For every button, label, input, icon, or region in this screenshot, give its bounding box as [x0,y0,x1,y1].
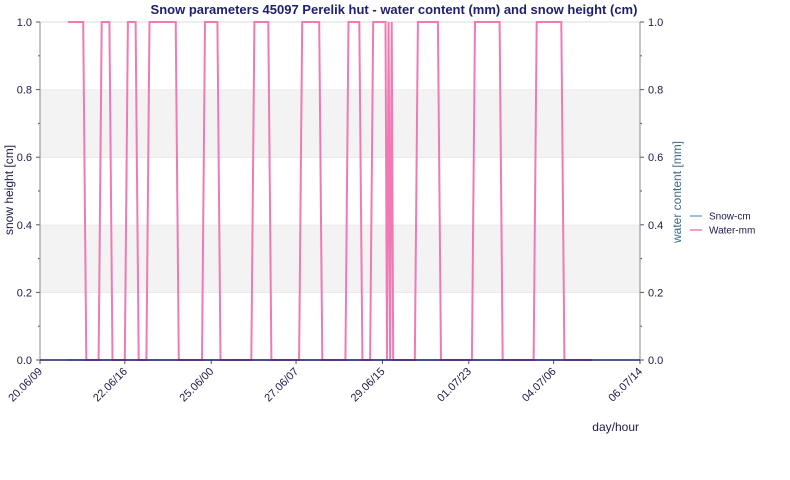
x-axis-label: day/hour [592,420,639,434]
legend-entry: Snow-cm [709,212,751,223]
x-tick-label: 04.07/06 [520,366,559,405]
grid-band [40,89,640,158]
y-tick-label: 0.4 [17,220,32,232]
x-tick-label: 20.06/09 [6,366,45,405]
chart-title: Snow parameters 45097 Perelik hut - wate… [151,2,638,17]
legend-entry: Water-mm [709,226,755,237]
legend: Snow-cm Water-mm [690,212,755,237]
x-tick-label: 22.06/16 [91,366,130,405]
y2-axis-label: water content [mm] [670,141,684,244]
grid-band [40,224,640,293]
y2-tick-label: 0.4 [648,220,663,232]
x-tick-label: 06.07/14 [606,366,645,405]
y-tick-label: 0.8 [17,85,32,97]
y2-tick-label: 1.0 [648,17,663,29]
y2-tick-label: 0.8 [648,85,663,97]
y-tick-label: 0.0 [17,355,32,367]
y-axis-label: snow height [cm] [2,145,16,235]
x-tick-label: 27.06/07 [262,366,301,405]
y2-tick-label: 0.0 [648,355,663,367]
y2-tick-label: 0.2 [648,287,663,299]
grid-band [40,22,640,90]
y2-tick-label: 0.6 [648,152,663,164]
grid-band [40,292,640,360]
y-tick-label: 1.0 [17,17,32,29]
grid-band [40,157,640,225]
x-tick-label: 29.06/15 [349,366,388,405]
x-tick-label: 25.06/00 [178,366,217,405]
x-tick-label: 01.07/23 [435,366,474,405]
y-tick-label: 0.2 [17,287,32,299]
y-tick-label: 0.6 [17,152,32,164]
